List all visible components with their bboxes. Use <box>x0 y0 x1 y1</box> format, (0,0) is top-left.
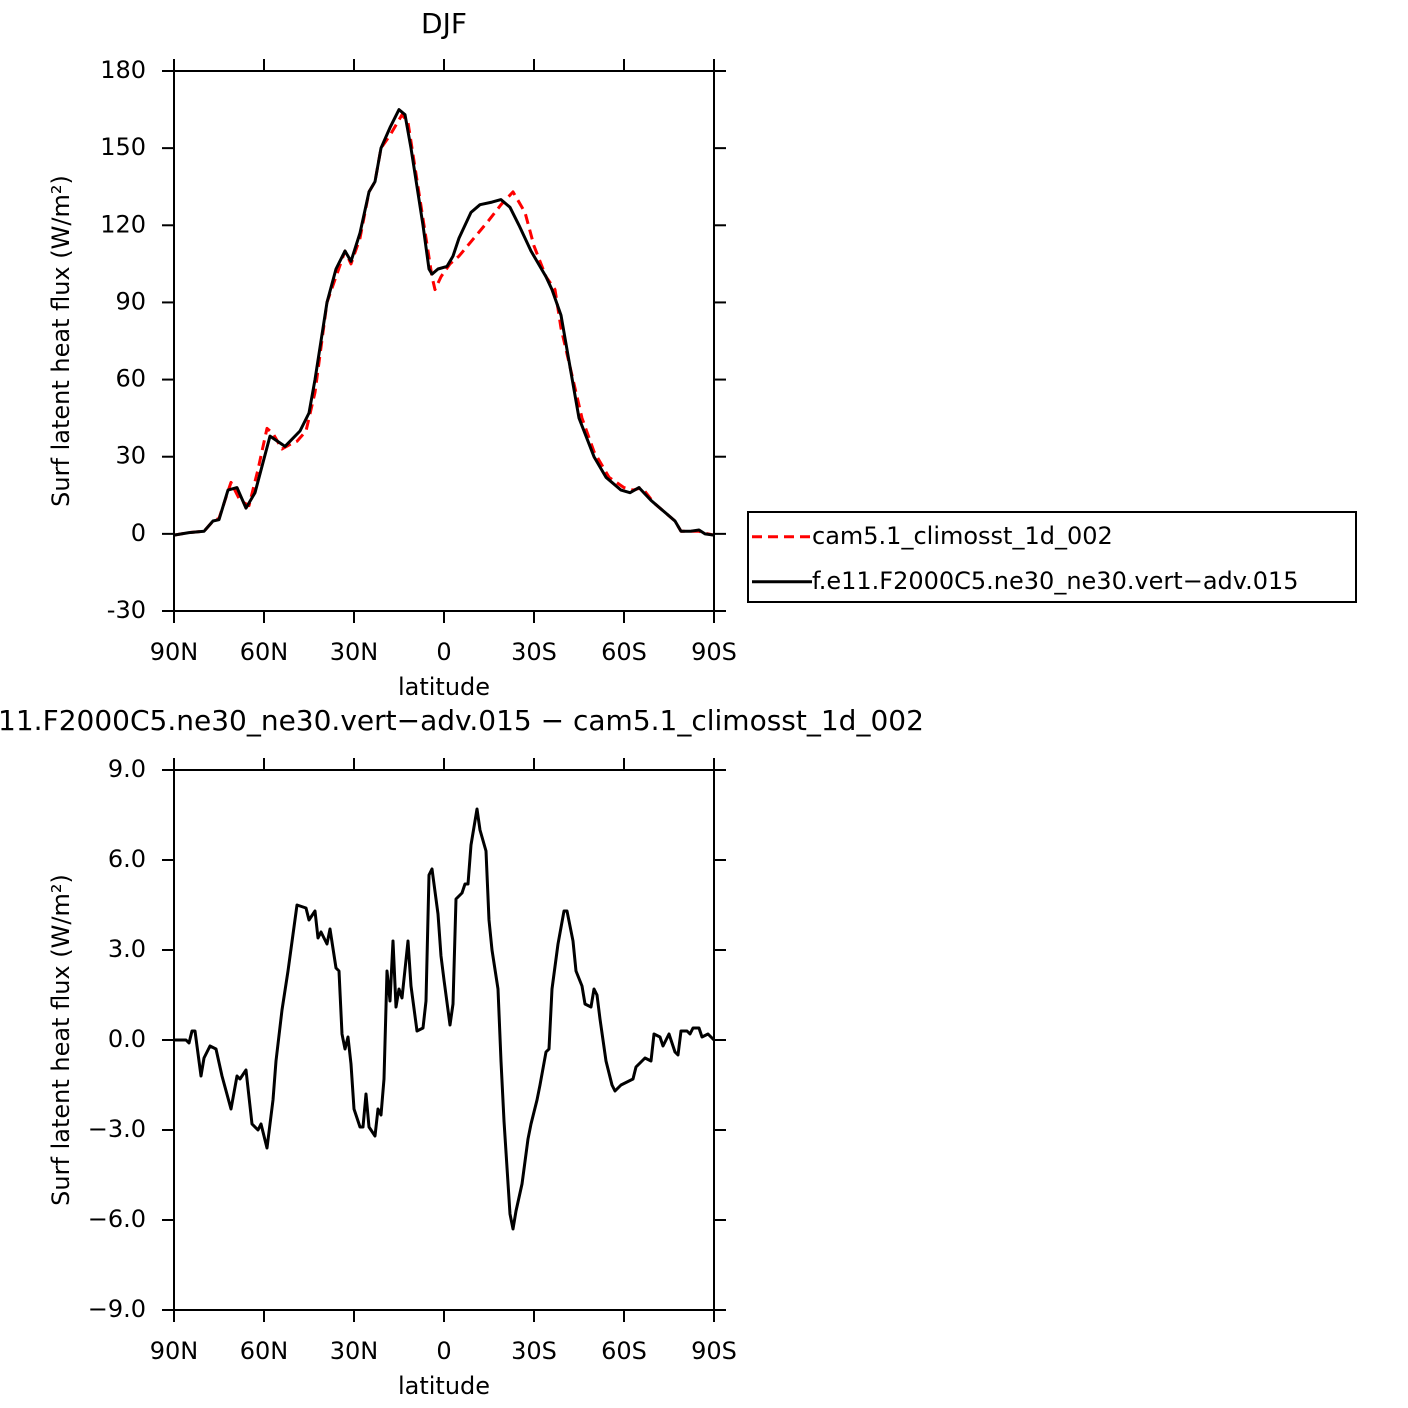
x-tick-label: 0 <box>436 638 451 666</box>
plot-frame <box>173 769 715 1311</box>
x-tick-label: 30N <box>330 1337 379 1365</box>
x-tick-label: 30N <box>330 638 379 666</box>
x-tick-label: 0 <box>436 1337 451 1365</box>
x-tick-label: 30S <box>511 1337 557 1365</box>
x-tick-label: 60S <box>601 1337 647 1365</box>
y-tick-label: 6.0 <box>108 845 146 873</box>
y-tick-label: −3.0 <box>88 1115 146 1143</box>
y-tick-label: 120 <box>100 210 146 238</box>
y-tick-label: −6.0 <box>88 1205 146 1233</box>
x-tick-label: 90S <box>691 1337 737 1365</box>
x-tick-label: 30S <box>511 638 557 666</box>
x-tick-label: 60N <box>240 638 289 666</box>
y-tick-label: 0.0 <box>108 1025 146 1053</box>
x-tick-label: 90N <box>150 638 199 666</box>
series-line <box>174 807 716 1231</box>
x-tick-label: 90S <box>691 638 737 666</box>
chart-title: f.e11.F2000C5.ne30_ne30.vert−adv.015 − c… <box>0 704 924 737</box>
x-tick-label: 90N <box>150 1337 199 1365</box>
x-axis-label: latitude <box>398 673 490 701</box>
series-line <box>173 113 715 537</box>
y-tick-label: 150 <box>100 133 146 161</box>
series-line <box>173 108 715 537</box>
legend-box <box>747 511 1357 603</box>
y-tick-label: 9.0 <box>108 755 146 783</box>
y-tick-label: 30 <box>115 442 146 470</box>
x-tick-label: 60S <box>601 638 647 666</box>
y-axis-label: Surf latent heat flux (W/m²) <box>47 874 75 1206</box>
y-tick-label: 60 <box>115 365 146 393</box>
x-axis-label: latitude <box>398 1372 490 1400</box>
chart-title: DJF <box>421 7 467 40</box>
y-tick-label: −9.0 <box>88 1295 146 1323</box>
legend-label: f.e11.F2000C5.ne30_ne30.vert−adv.015 <box>812 567 1299 595</box>
legend-label: cam5.1_climosst_1d_002 <box>812 522 1113 550</box>
y-tick-label: 180 <box>100 56 146 84</box>
x-tick-label: 60N <box>240 1337 289 1365</box>
plot-frame <box>173 70 715 612</box>
y-tick-label: 90 <box>115 287 146 315</box>
y-axis-label: Surf latent heat flux (W/m²) <box>47 175 75 507</box>
y-tick-label: 3.0 <box>108 935 146 963</box>
y-tick-label: -30 <box>107 596 146 624</box>
y-tick-label: 0 <box>131 519 146 547</box>
